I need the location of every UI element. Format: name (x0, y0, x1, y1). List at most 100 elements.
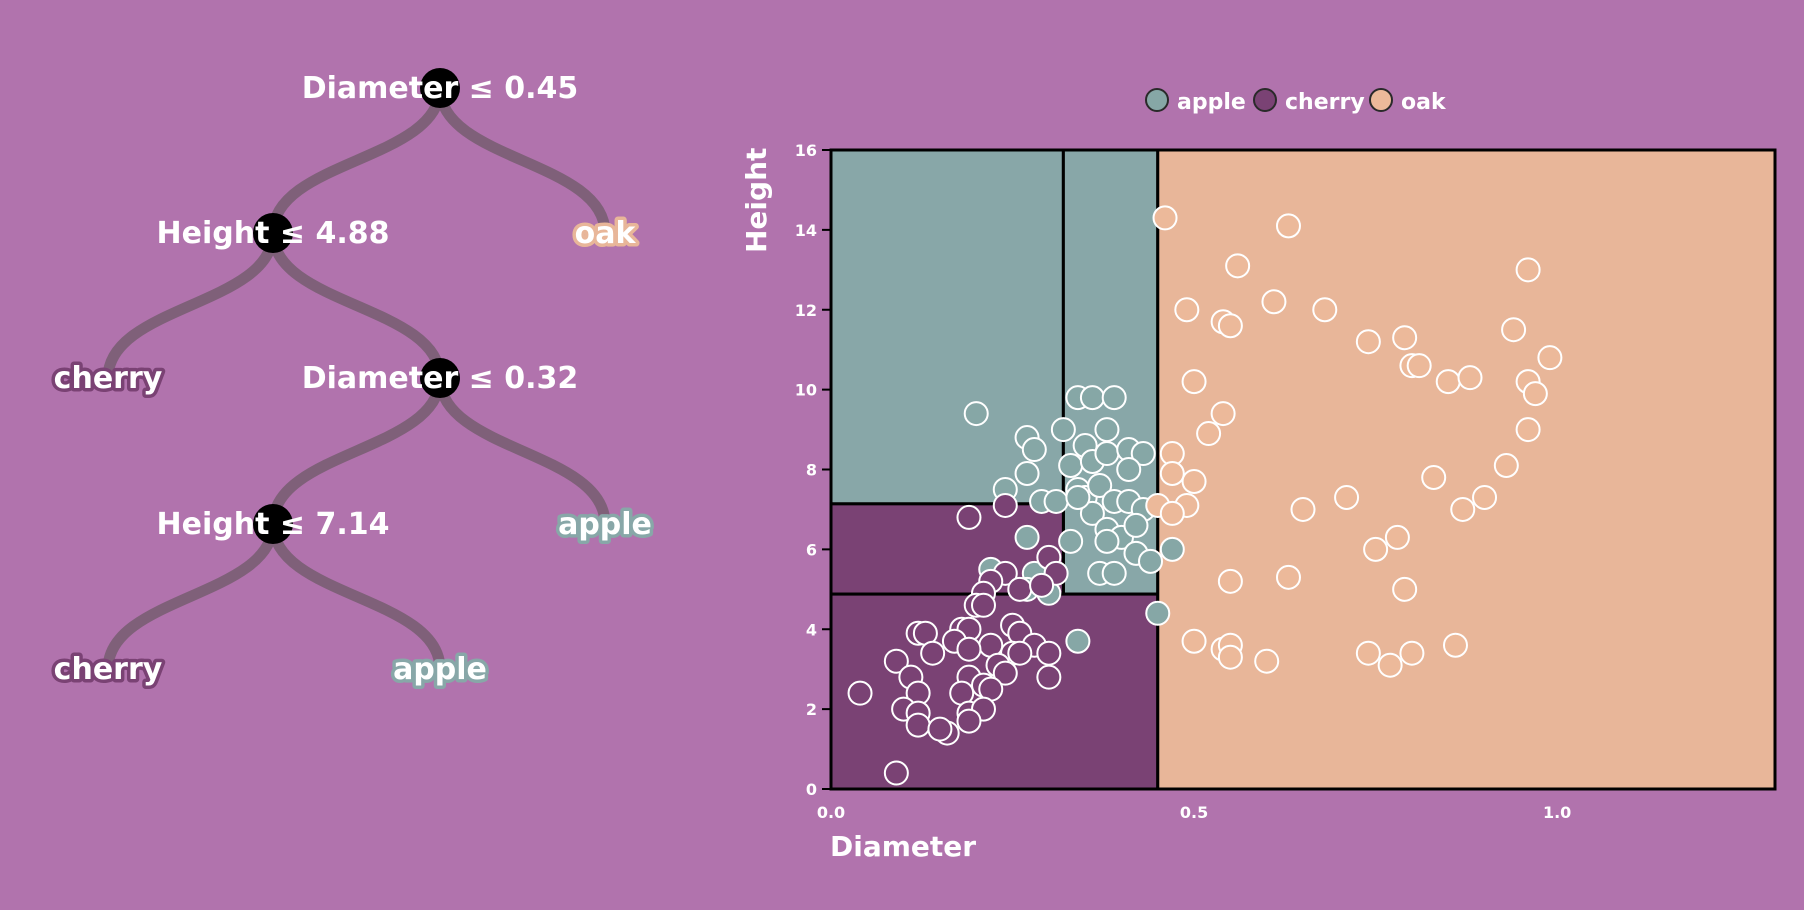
point-oak (1457, 365, 1483, 391)
point-apple (1050, 417, 1076, 443)
point-oak (1275, 564, 1301, 590)
point-apple (1043, 488, 1069, 514)
point-oak (1515, 257, 1541, 283)
point-cherry (883, 648, 909, 674)
point-oak (1522, 381, 1548, 407)
y-tick-label: 6 (806, 540, 817, 559)
point-cherry (1007, 576, 1033, 602)
point-oak (1312, 297, 1338, 323)
point-oak (1159, 460, 1185, 486)
legend-label-cherry: cherry (1285, 90, 1365, 115)
point-cherry (1007, 640, 1033, 666)
point-oak (1377, 652, 1403, 678)
tree-edge (267, 518, 446, 675)
tree-leaf-oak: oak (575, 216, 637, 251)
point-oak (1152, 205, 1178, 231)
point-oak (1290, 496, 1316, 522)
legend-swatch-cherry (1253, 88, 1277, 112)
point-oak (1159, 500, 1185, 526)
point-apple (1014, 460, 1040, 486)
point-apple (1159, 536, 1185, 562)
point-apple (1094, 417, 1120, 443)
tree-edge (434, 82, 611, 239)
tree-split-dot (420, 358, 460, 398)
point-apple (1087, 472, 1113, 498)
point-cherry (992, 660, 1018, 686)
point-oak (1442, 632, 1468, 658)
point-oak (1435, 369, 1461, 395)
y-tick-label: 0 (806, 780, 817, 799)
point-apple (1116, 457, 1142, 482)
y-tick-label: 4 (806, 620, 817, 639)
point-apple (1079, 385, 1105, 411)
chart-legend: apple cherry oak (1145, 88, 1447, 115)
point-cherry (847, 680, 873, 706)
point-oak (1174, 297, 1200, 323)
y-axis-label: Height (740, 148, 773, 253)
point-apple (1138, 548, 1164, 574)
point-cherry (1036, 640, 1062, 666)
point-apple (1065, 628, 1091, 654)
point-apple (1101, 560, 1127, 586)
tree-edge (102, 227, 279, 384)
point-oak (1501, 317, 1527, 343)
y-tick-label: 16 (795, 141, 817, 160)
tree-split-dots (253, 68, 460, 544)
decision-tree: Diameter ≤ 0.45 Height ≤ 4.88 oak cherry Dia… (50, 68, 655, 691)
point-oak (1334, 484, 1360, 510)
point-oak (1392, 325, 1418, 351)
point-apple (1145, 600, 1171, 626)
x-axis-ticks: 0.0 0.5 1.0 (817, 803, 1571, 822)
point-apple (1094, 528, 1120, 554)
point-oak (1181, 628, 1207, 654)
tree-node-labels: Diameter ≤ 0.45 Height ≤ 4.88 oak cherry Dia… (50, 71, 655, 691)
tree-split-label: Diameter ≤ 0.32 (302, 361, 579, 396)
tree-split-label: Height ≤ 4.88 (157, 216, 390, 251)
region-oak (1156, 148, 1777, 791)
tree-edge (267, 227, 446, 384)
tree-leaf-apple: apple (558, 507, 652, 542)
point-oak (1406, 353, 1432, 379)
point-oak (1217, 313, 1243, 339)
tree-split-dot (253, 504, 293, 544)
point-cherry (956, 504, 982, 530)
point-oak (1515, 417, 1541, 443)
point-oak (1181, 468, 1207, 494)
x-tick-label: 0.0 (817, 803, 845, 822)
point-apple (1058, 453, 1084, 479)
legend-swatch-oak (1369, 88, 1393, 112)
point-apple (1094, 441, 1120, 467)
tree-edge (434, 372, 611, 530)
y-tick-label: 8 (806, 461, 817, 480)
tree-edge (267, 372, 446, 530)
point-oak (1217, 568, 1243, 594)
point-cherry (970, 592, 996, 618)
point-cherry (956, 636, 982, 662)
x-axis-label: Diameter (830, 830, 976, 863)
point-cherry (905, 712, 931, 738)
point-cherry (956, 708, 982, 734)
point-oak (1363, 536, 1389, 562)
tree-split-label: Diameter ≤ 0.45 (302, 71, 579, 106)
point-apple (1014, 524, 1040, 550)
y-tick-label: 14 (795, 221, 817, 240)
legend-label-apple: apple (1177, 90, 1246, 115)
point-cherry (992, 492, 1018, 518)
tree-edges (102, 82, 611, 675)
point-oak (1217, 644, 1243, 670)
point-oak (1196, 421, 1222, 447)
point-cherry (927, 716, 953, 742)
point-oak (1181, 369, 1207, 395)
point-apple (1101, 385, 1127, 411)
y-tick-label: 12 (795, 301, 817, 320)
point-oak (1472, 484, 1498, 510)
tree-split-dot (253, 213, 293, 253)
tree-leaf-cherry: cherry (54, 361, 163, 396)
point-apple (1058, 528, 1084, 554)
tree-edge (102, 518, 279, 675)
point-oak (1355, 640, 1381, 666)
point-oak (1225, 253, 1251, 279)
point-oak (1275, 213, 1301, 239)
point-apple (1123, 512, 1149, 538)
point-cherry (883, 760, 909, 786)
